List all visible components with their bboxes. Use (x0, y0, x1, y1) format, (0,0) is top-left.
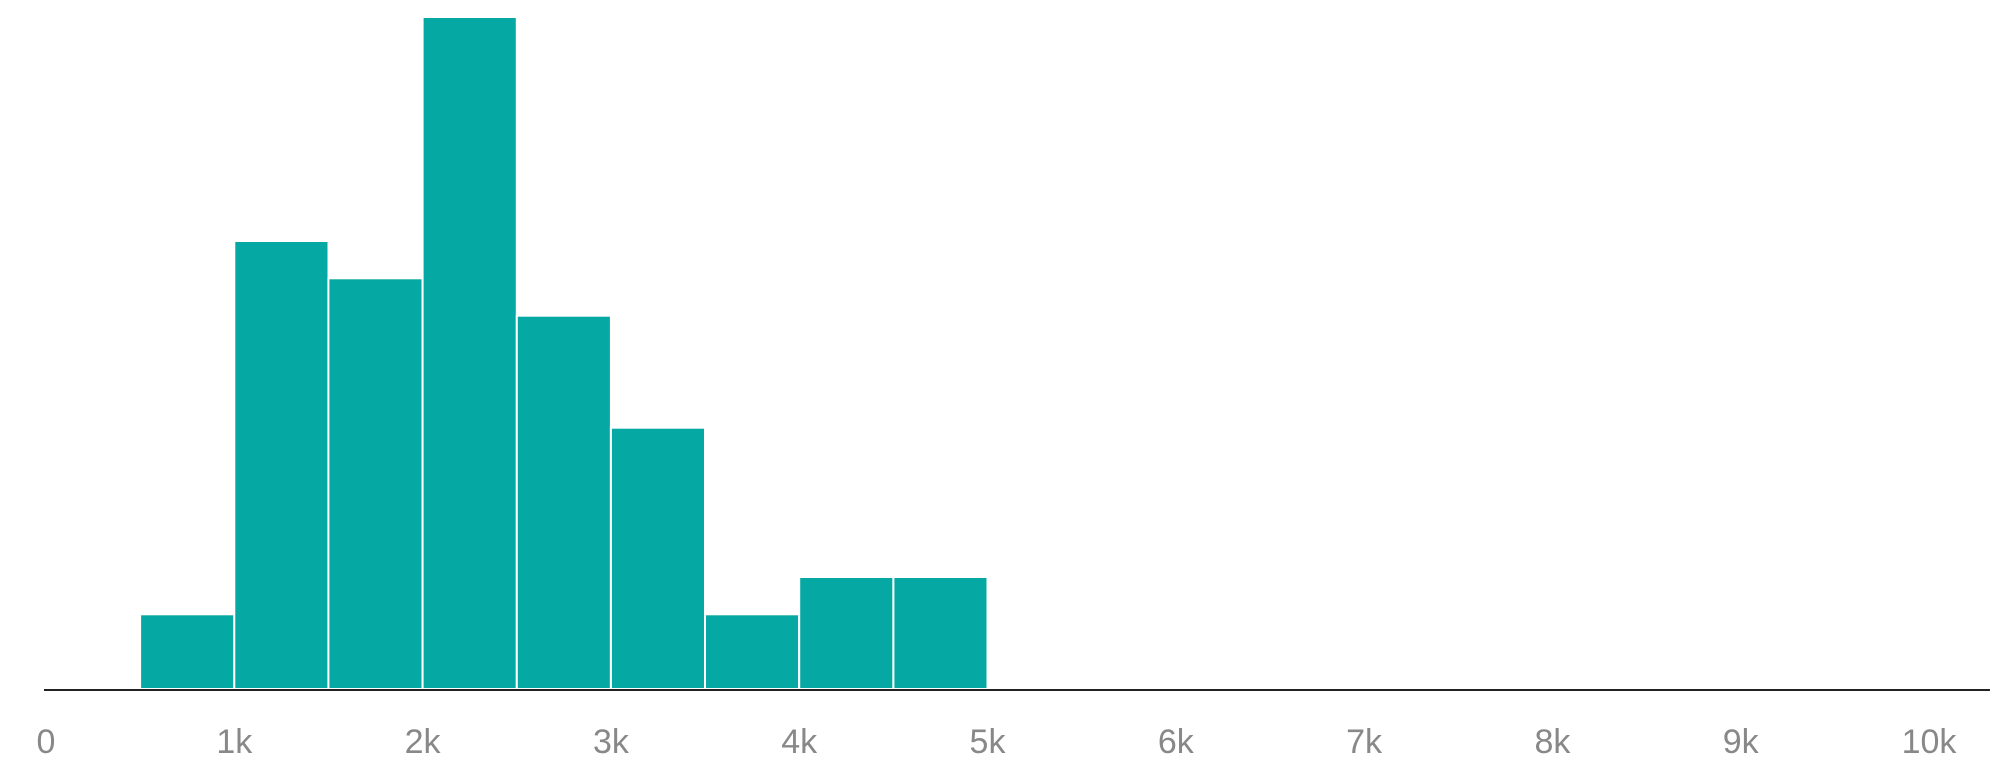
x-tick-label-8: 8k (1534, 723, 1571, 761)
histogram-bar-6 (704, 613, 801, 690)
x-tick-label-2: 2k (405, 723, 442, 761)
x-tick-label-6: 6k (1158, 723, 1195, 761)
x-tick-label-1: 1k (216, 723, 253, 761)
histogram-bar-2 (327, 277, 424, 690)
x-tick-label-7: 7k (1346, 723, 1383, 761)
histogram-bar-0 (139, 613, 236, 690)
x-tick-label-4: 4k (781, 723, 818, 761)
histogram-bar-5 (609, 426, 707, 690)
x-tick-label-5: 5k (970, 723, 1007, 761)
x-tick-label-9: 9k (1723, 723, 1760, 761)
bars-group (139, 16, 989, 690)
histogram-bar-7 (798, 576, 895, 690)
histogram-bar-8 (892, 576, 989, 690)
x-tick-label-0: 0 (37, 723, 56, 761)
x-tick-label-3: 3k (593, 723, 630, 761)
histogram-bar-4 (515, 314, 612, 690)
x-tick-labels: 0 1k 2k 3k 4k 5k 6k 7k 8k 9k 10k (37, 723, 1958, 761)
histogram-bar-1 (233, 240, 330, 690)
histogram-bar-3 (421, 16, 518, 690)
x-tick-label-10: 10k (1902, 723, 1958, 761)
